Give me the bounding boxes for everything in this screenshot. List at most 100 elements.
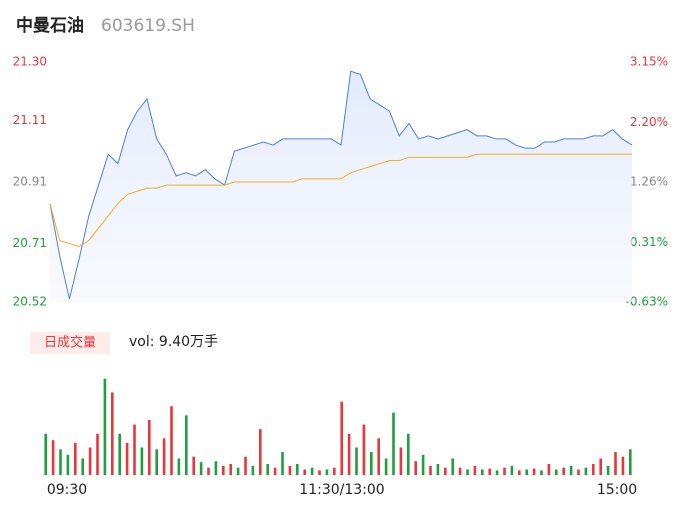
y-tick-label: 21.30 bbox=[13, 55, 47, 69]
y2-tick-label: 2.20% bbox=[630, 115, 668, 129]
volume-bar bbox=[81, 458, 84, 475]
volume-bar bbox=[495, 470, 499, 475]
volume-bar bbox=[414, 461, 417, 475]
volume-bar bbox=[125, 442, 129, 475]
y-tick-label: 20.71 bbox=[13, 236, 47, 250]
y2-tick-label: 3.15% bbox=[630, 55, 668, 69]
volume-bar bbox=[488, 468, 491, 475]
volume-bar bbox=[44, 433, 47, 475]
volume-bar bbox=[273, 467, 277, 475]
volume-bar bbox=[599, 458, 602, 475]
volume-bar bbox=[436, 463, 440, 475]
volume-bar bbox=[111, 392, 114, 475]
volume-bar bbox=[244, 456, 247, 475]
volume-bar bbox=[222, 465, 225, 475]
volume-bar bbox=[592, 463, 595, 475]
volume-bar bbox=[51, 440, 55, 475]
volume-bar bbox=[66, 454, 70, 475]
volume-bar bbox=[214, 461, 218, 475]
y-tick-label: 21.11 bbox=[13, 113, 47, 127]
volume-bar bbox=[362, 424, 366, 475]
volume-bar bbox=[59, 449, 62, 475]
x-tick-label: 15:00 bbox=[597, 482, 637, 498]
volume-bar bbox=[162, 438, 166, 475]
y-tick-label: 20.52 bbox=[13, 295, 47, 309]
volume-bar bbox=[518, 470, 521, 475]
volume-bar bbox=[266, 463, 269, 475]
volume-bar bbox=[288, 465, 292, 475]
volume-bar bbox=[74, 442, 77, 475]
volume-bar bbox=[629, 449, 632, 475]
volume-bar bbox=[384, 458, 388, 475]
volume-bar bbox=[355, 447, 358, 475]
volume-bar bbox=[377, 438, 380, 475]
volume-bar bbox=[170, 406, 173, 475]
volume-bar bbox=[133, 424, 136, 475]
volume-bar bbox=[577, 469, 580, 475]
volume-bar bbox=[392, 412, 395, 475]
volume-bar bbox=[525, 469, 528, 475]
volume-bar bbox=[310, 467, 314, 475]
volume-bar bbox=[199, 462, 203, 475]
volume-bar bbox=[540, 470, 543, 475]
volume-bar bbox=[621, 456, 625, 475]
volume-bar bbox=[140, 447, 144, 475]
volume-bar bbox=[148, 419, 151, 475]
volume-bar bbox=[96, 433, 99, 475]
volume-bar bbox=[103, 378, 107, 475]
volume-bar bbox=[88, 447, 92, 475]
volume-bar bbox=[458, 467, 462, 475]
y2-tick-label: 1.26% bbox=[630, 175, 668, 189]
volume-bar bbox=[547, 463, 551, 475]
volume-bar bbox=[473, 465, 477, 475]
volume-bar bbox=[281, 452, 284, 475]
volume-bar bbox=[155, 449, 158, 475]
volume-bar bbox=[207, 467, 210, 475]
volume-bar bbox=[429, 465, 432, 475]
price-line bbox=[49, 70, 633, 300]
volume-bar bbox=[451, 458, 454, 475]
volume-bar bbox=[333, 467, 336, 475]
volume-bar bbox=[296, 463, 299, 475]
legend-box[interactable] bbox=[30, 332, 110, 354]
volume-bar bbox=[118, 433, 121, 475]
volume-bar bbox=[370, 452, 373, 475]
volume-bar bbox=[236, 467, 240, 475]
volume-bar bbox=[185, 415, 188, 475]
volume-bar bbox=[532, 468, 536, 475]
volume-bar bbox=[325, 469, 329, 475]
volume-bar bbox=[251, 465, 255, 475]
volume-bar bbox=[562, 467, 565, 475]
volume-bar bbox=[614, 452, 617, 475]
x-tick-label: 09:30 bbox=[47, 482, 87, 498]
volume-bar bbox=[569, 465, 573, 475]
volume-bar bbox=[192, 456, 195, 475]
volume-bar bbox=[347, 433, 351, 475]
volume-bar bbox=[407, 433, 410, 475]
volume-bar bbox=[510, 465, 514, 475]
stock-code: 603619.SH bbox=[101, 16, 195, 36]
volume-bar bbox=[421, 454, 425, 475]
volume-bar bbox=[481, 469, 484, 475]
volume-bar bbox=[318, 470, 321, 475]
legend[interactable]: 日成交量 bbox=[44, 335, 96, 351]
stock-name: 中曼石油 bbox=[16, 15, 84, 36]
volume-bar bbox=[303, 469, 306, 475]
y2-tick-label: 0.31% bbox=[630, 235, 668, 249]
volume-bar bbox=[340, 401, 343, 475]
y2-tick-label: -0.63% bbox=[626, 295, 668, 309]
price-area bbox=[50, 71, 632, 302]
average-line bbox=[49, 153, 632, 248]
y-tick-label: 20.91 bbox=[13, 175, 47, 189]
volume-bar bbox=[444, 467, 447, 475]
volume-bar bbox=[584, 467, 588, 475]
volume-bar bbox=[503, 467, 506, 475]
volume-bar bbox=[399, 447, 403, 475]
volume-bar bbox=[177, 458, 181, 475]
volume-bar bbox=[466, 469, 469, 475]
volume-label: vol: 9.40万手 bbox=[129, 334, 218, 350]
volume-bar bbox=[555, 469, 558, 475]
x-tick-label: 11:30/13:00 bbox=[299, 482, 384, 498]
volume-bar bbox=[259, 429, 262, 475]
